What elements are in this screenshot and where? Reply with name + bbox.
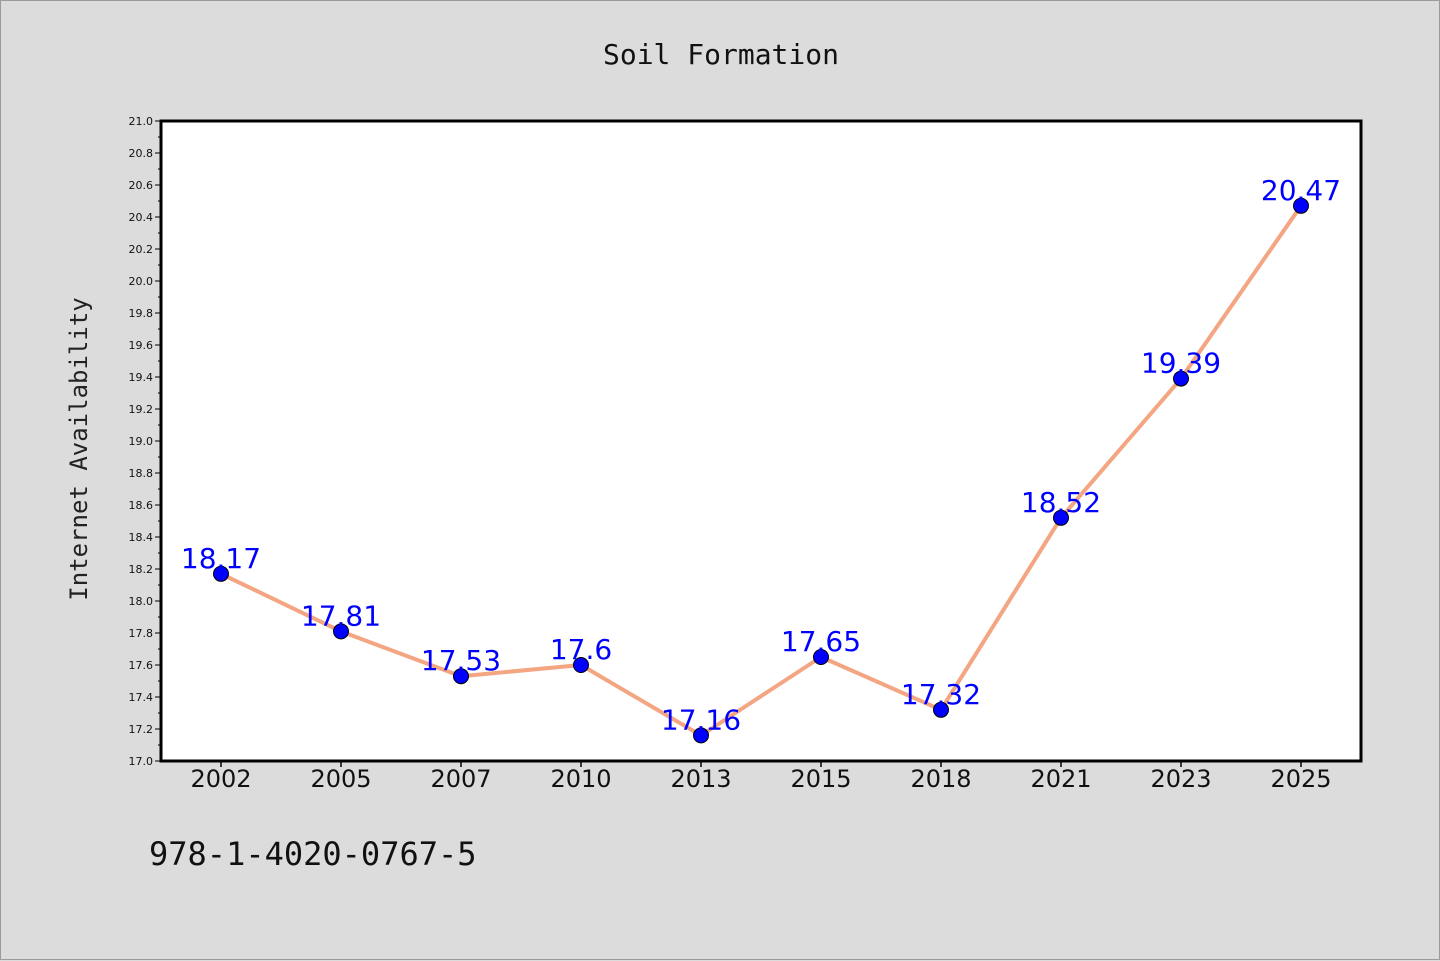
- y-tick-label: 18.6: [129, 499, 154, 512]
- footer-code: 978-1-4020-0767-5: [149, 835, 477, 873]
- y-tick-label: 18.2: [129, 563, 154, 576]
- data-label: 17.65: [781, 625, 861, 658]
- y-tick-label: 18.4: [129, 531, 154, 544]
- series-line: [220, 204, 1303, 738]
- data-point: [1173, 370, 1189, 387]
- data-point: [453, 668, 469, 685]
- x-tick-label: 2025: [1270, 765, 1331, 793]
- y-tick-label: 20.0: [129, 275, 154, 288]
- x-tick-label: 2005: [310, 765, 371, 793]
- x-tick-label: 2007: [430, 765, 491, 793]
- data-label: 17.16: [661, 703, 741, 736]
- plot-area: [159, 119, 1363, 763]
- data-point: [813, 649, 829, 665]
- y-tick-label: 17.0: [129, 755, 154, 768]
- data-label: 19.39: [1141, 347, 1221, 380]
- x-tick-label: 2023: [1150, 765, 1211, 793]
- data-point: [1293, 197, 1309, 214]
- y-axis-label: Internet Availability: [65, 297, 93, 600]
- data-label: 18.17: [181, 542, 261, 575]
- data-point: [333, 623, 349, 640]
- y-tick-label: 20.8: [129, 147, 154, 160]
- data-label: 20.47: [1261, 174, 1341, 207]
- x-axis-ticks: 2002 2005 2007 2010 2013 2015 2018 2021 2023 2025: [190, 761, 1332, 793]
- data-point: [693, 727, 709, 744]
- data-label: 17.6: [550, 633, 612, 666]
- y-tick-label: 19.4: [129, 371, 154, 384]
- data-label: 17.32: [901, 678, 981, 711]
- x-tick-label: 2021: [1030, 765, 1091, 793]
- data-label: 17.53: [421, 644, 501, 677]
- data-label: 18.52: [1021, 486, 1101, 519]
- y-tick-label: 19.0: [129, 435, 154, 448]
- data-point: [213, 565, 229, 582]
- x-tick-label: 2002: [190, 765, 251, 793]
- y-tick-label: 17.2: [129, 723, 154, 736]
- data-point: [573, 657, 589, 673]
- y-tick-label: 17.4: [129, 691, 154, 704]
- y-tick-label: 19.8: [129, 307, 154, 320]
- y-tick-label: 20.6: [129, 179, 154, 192]
- y-tick-label: 18.0: [129, 595, 154, 608]
- data-point: [1053, 509, 1069, 526]
- y-tick-label: 20.2: [129, 243, 154, 256]
- data-label: 17.81: [301, 599, 381, 632]
- x-tick-label: 2018: [910, 765, 971, 793]
- x-tick-label: 2013: [670, 765, 731, 793]
- y-tick-label: 19.6: [129, 339, 154, 352]
- y-tick-label: 19.2: [129, 403, 154, 416]
- y-axis-ticks: 17.0 17.2 17.4 17.6 17.8 18.0 18.2 18.4 18.6 18.8…: [129, 115, 161, 768]
- chart-title: Soil Formation: [603, 38, 839, 71]
- y-tick-label: 17.8: [129, 627, 154, 640]
- y-tick-label: 17.6: [129, 659, 154, 672]
- series-layer: 18.17 17.81 17.53 17.6 17.16 17.65 17.32 18.52 1…: [181, 174, 1341, 744]
- y-tick-label: 18.8: [129, 467, 154, 480]
- x-tick-label: 2015: [790, 765, 851, 793]
- y-tick-label: 20.4: [129, 211, 154, 224]
- y-tick-label: 21.0: [129, 115, 154, 128]
- x-tick-label: 2010: [550, 765, 611, 793]
- data-point: [933, 701, 949, 718]
